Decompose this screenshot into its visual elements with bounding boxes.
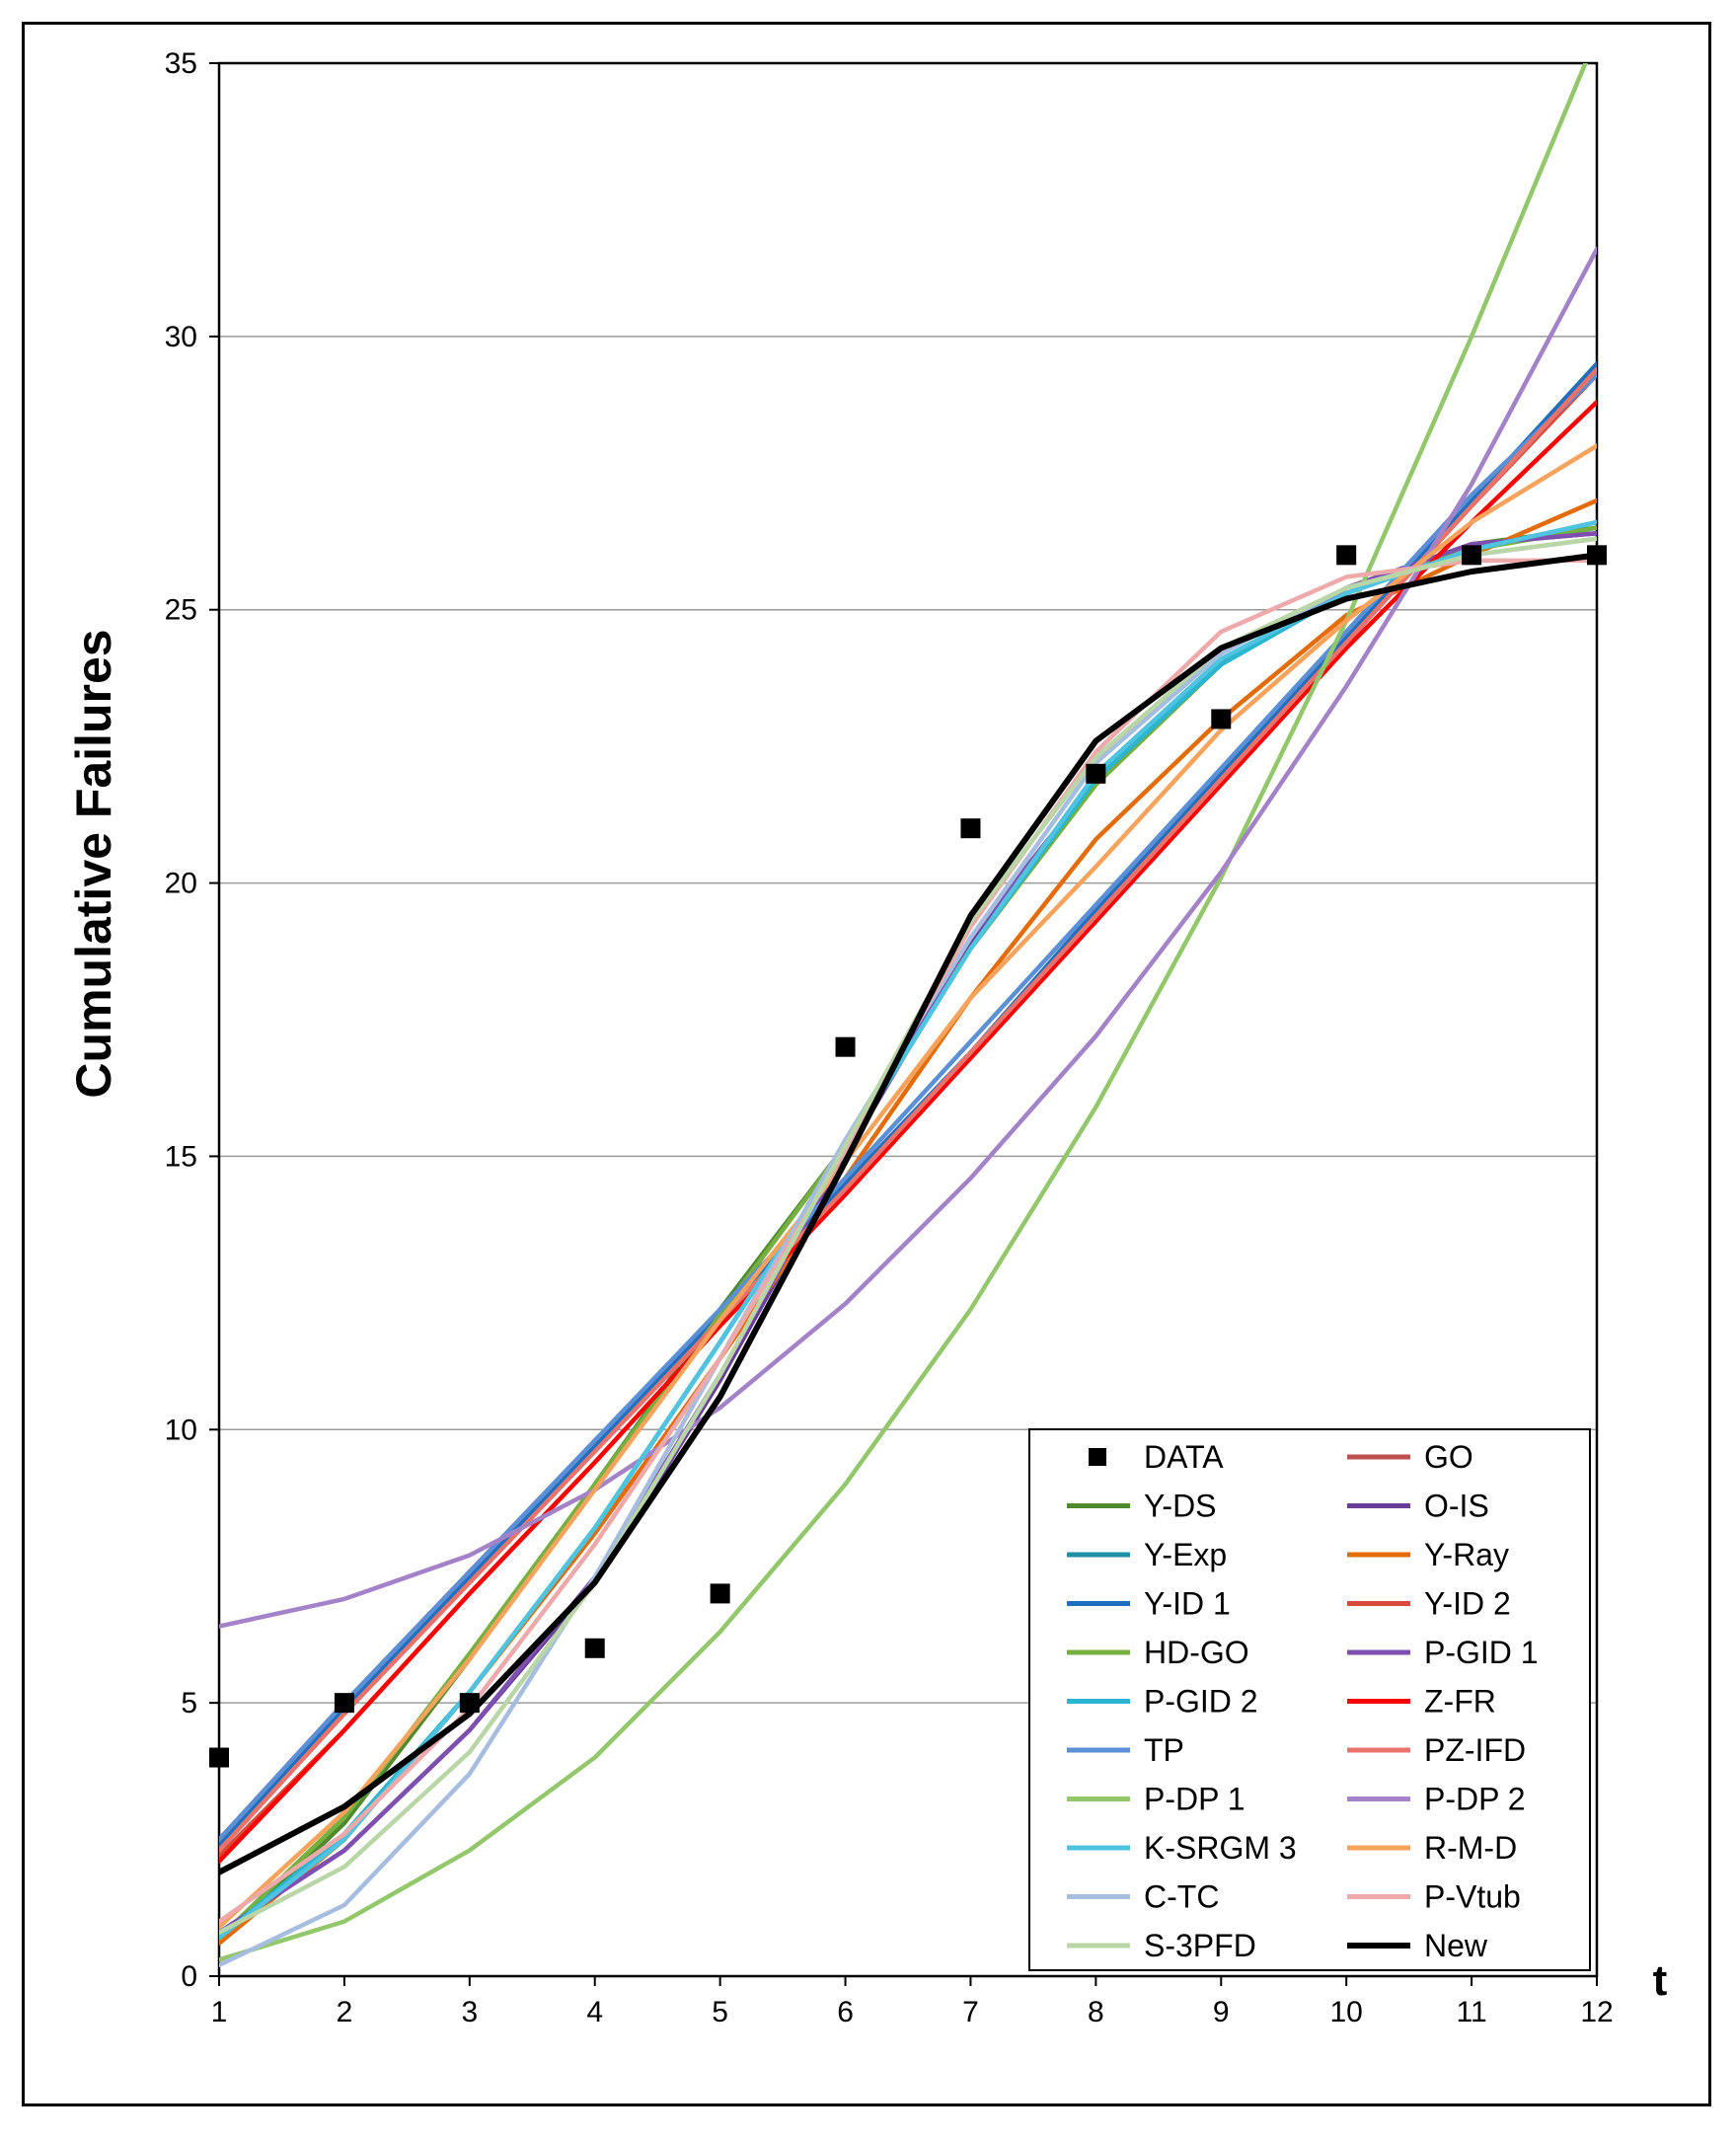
legend-entry: P-DP 2 [1347, 1782, 1526, 1817]
legend-label: P-Vtub [1424, 1879, 1521, 1915]
legend-entry: Z-FR [1347, 1684, 1496, 1720]
legend-entry: PZ-IFD [1347, 1732, 1526, 1768]
points-layer [209, 545, 1607, 1768]
y-axis-label: Cumulative Failures [66, 629, 121, 1098]
x-tick-label: 2 [337, 1996, 353, 2028]
legend-label: O-IS [1424, 1489, 1489, 1524]
legend-entry: P-Vtub [1347, 1879, 1521, 1915]
data-point [960, 818, 981, 839]
x-axis-label: t [1653, 1956, 1668, 2005]
legend-label: GO [1424, 1439, 1473, 1475]
legend-label: R-M-D [1424, 1830, 1517, 1866]
legend-label: K-SRGM 3 [1144, 1830, 1297, 1866]
legend-label: S-3PFD [1144, 1928, 1256, 1963]
x-tick-label: 10 [1329, 1996, 1362, 2028]
legend-label: TP [1144, 1732, 1184, 1768]
legend-entry: DATA [1089, 1439, 1224, 1475]
x-tick-label: 5 [712, 1996, 728, 2028]
legend-label: C-TC [1144, 1879, 1219, 1915]
legend-entry: Y-Ray [1347, 1537, 1509, 1572]
legend-label: HD-GO [1144, 1635, 1249, 1670]
legend-label: P-GID 2 [1144, 1684, 1258, 1720]
legend-entry: Y-ID 2 [1347, 1586, 1511, 1622]
legend-entry: C-TC [1067, 1879, 1219, 1915]
series-line-z-fr [219, 400, 1597, 1864]
x-tick-label: 3 [461, 1996, 478, 2028]
legend-entry: TP [1067, 1732, 1184, 1768]
legend-marker [1089, 1448, 1106, 1466]
legend-entry: R-M-D [1347, 1830, 1517, 1866]
series-line-k-srgm-3 [219, 519, 1597, 1941]
data-point [835, 1036, 856, 1057]
y-tick-label: 20 [165, 868, 197, 900]
legend-label: DATA [1144, 1439, 1224, 1475]
legend-label: P-DP 2 [1424, 1782, 1526, 1817]
legend-label: PZ-IFD [1424, 1732, 1526, 1768]
data-point [710, 1583, 730, 1604]
legend-entry: New [1347, 1928, 1488, 1963]
legend-entry: K-SRGM 3 [1067, 1830, 1297, 1866]
legend: DATA GO Y-DS O-IS Y-Exp Y-Ray Y-ID 1 Y-ID 2 HD-… [1028, 1428, 1591, 1971]
legend-entry: Y-ID 1 [1067, 1586, 1231, 1622]
legend-label: Y-Exp [1144, 1537, 1227, 1572]
legend-entry: HD-GO [1067, 1635, 1249, 1670]
series-line-pz-ifd [219, 366, 1597, 1853]
legend-entry: P-DP 1 [1067, 1782, 1245, 1817]
x-tick-label: 7 [962, 1996, 979, 2028]
figure-frame [22, 22, 1711, 2106]
data-point [209, 1747, 229, 1768]
legend-box [1028, 1428, 1591, 1971]
y-tick-label: 35 [165, 47, 197, 80]
legend-label: Y-ID 1 [1144, 1586, 1231, 1622]
legend-label: Y-DS [1144, 1489, 1217, 1524]
plot-area-border [217, 61, 1599, 1978]
x-tick-label: 11 [1457, 1996, 1487, 2028]
data-point [1211, 709, 1232, 729]
legend-label: Y-ID 2 [1424, 1586, 1511, 1622]
legend-label: Y-Ray [1424, 1537, 1509, 1572]
data-point [1336, 545, 1357, 566]
y-tick-label: 0 [181, 1960, 197, 1993]
series-layer [219, 63, 1597, 1968]
data-point [1587, 545, 1607, 566]
x-tick-label: 4 [586, 1996, 603, 2028]
series-line-tp [219, 372, 1597, 1842]
legend-label: Z-FR [1424, 1684, 1496, 1720]
legend-entry: S-3PFD [1067, 1928, 1256, 1963]
legend-entry: P-GID 2 [1067, 1684, 1258, 1720]
legend-label: P-DP 1 [1144, 1782, 1245, 1817]
x-tick-label: 8 [1088, 1996, 1104, 2028]
series-line-new [219, 552, 1597, 1875]
x-tick-label: 1 [211, 1996, 228, 2028]
data-point [334, 1693, 354, 1714]
y-tick-label: 10 [165, 1414, 197, 1446]
x-tick-label: 12 [1580, 1996, 1613, 2028]
data-point [1086, 763, 1106, 784]
x-tick-label: 6 [837, 1996, 854, 2028]
y-tick-label: 5 [181, 1687, 197, 1720]
legend-entry: Y-DS [1067, 1489, 1217, 1524]
legend-entry: GO [1347, 1439, 1473, 1475]
y-tick-label: 25 [165, 594, 197, 627]
data-point [584, 1638, 605, 1658]
series-line-r-m-d [219, 443, 1597, 1930]
legend-entry: O-IS [1347, 1489, 1489, 1524]
series-line-p-dp-2 [219, 247, 1597, 1629]
y-tick-label: 30 [165, 321, 197, 353]
data-point [1462, 545, 1482, 566]
x-tick-label: 9 [1213, 1996, 1230, 2028]
legend-entry: Y-Exp [1067, 1537, 1227, 1572]
legend-entry: P-GID 1 [1347, 1635, 1539, 1670]
data-point [459, 1693, 480, 1714]
y-tick-label: 15 [165, 1140, 197, 1173]
legend-label: New [1424, 1928, 1488, 1963]
legend-label: P-GID 1 [1424, 1635, 1539, 1670]
